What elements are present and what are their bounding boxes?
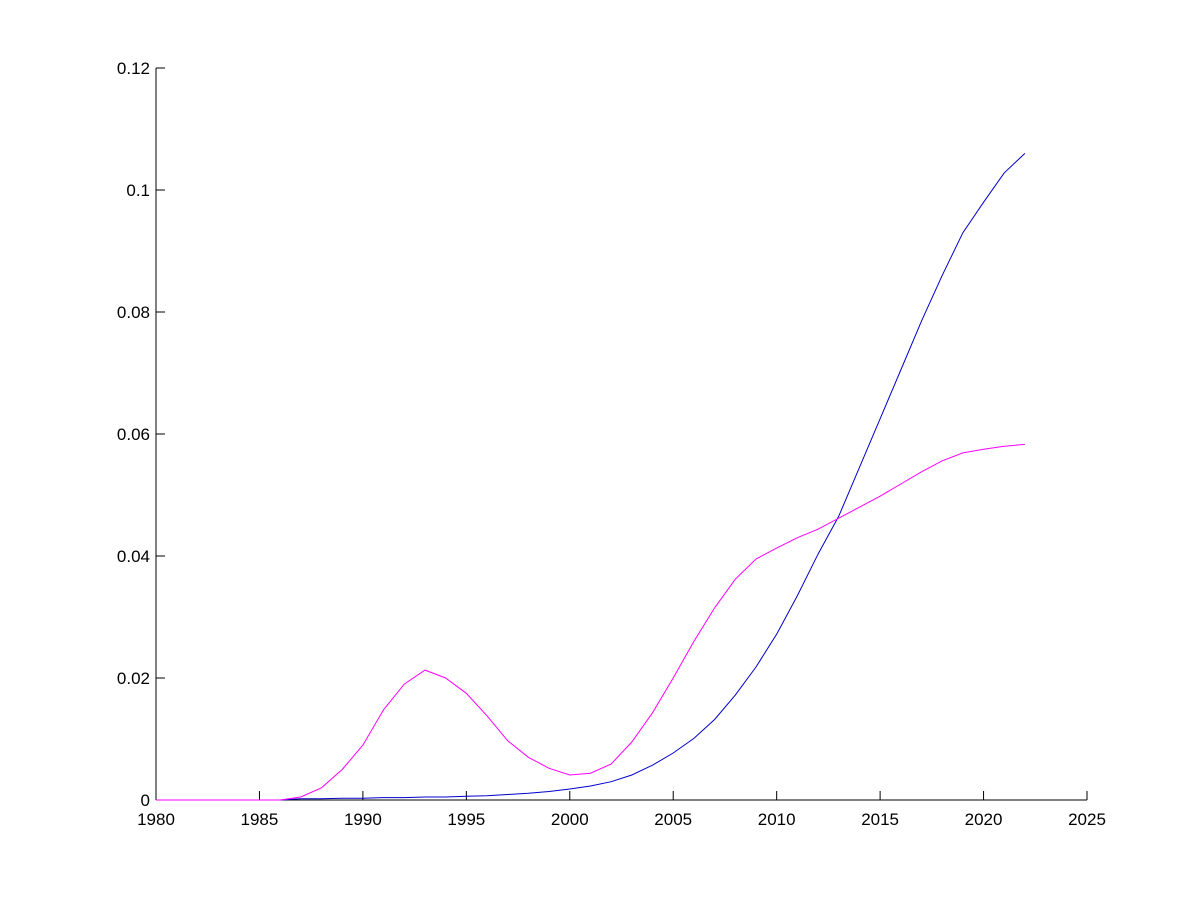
x-tick-label: 2005	[654, 810, 692, 829]
x-tick-label: 2025	[1068, 810, 1106, 829]
x-tick-label: 1995	[447, 810, 485, 829]
x-tick-label: 2020	[965, 810, 1003, 829]
y-tick-label: 0.06	[117, 425, 150, 444]
axes: 1980 1985 1990 1995 2000 2005 2010 2015 2020 2025…	[117, 59, 1106, 829]
y-tick-label: 0	[141, 791, 150, 810]
y-tick-label: 0.08	[117, 303, 150, 322]
x-tick-label: 1985	[241, 810, 279, 829]
x-tick-label: 1990	[344, 810, 382, 829]
x-tick-label: 2015	[861, 810, 899, 829]
y-tick-label: 0.02	[117, 669, 150, 688]
y-tick-label: 0.04	[117, 547, 150, 566]
x-tick-label: 1980	[137, 810, 175, 829]
series-line-0	[156, 153, 1026, 801]
x-tick-label: 2000	[551, 810, 589, 829]
y-tick-label: 0.12	[117, 59, 150, 78]
series-line-1	[156, 443, 1025, 801]
y-tick-label: 0.1	[126, 181, 150, 200]
x-tick-label: 2010	[758, 810, 796, 829]
series-group	[156, 153, 1026, 801]
